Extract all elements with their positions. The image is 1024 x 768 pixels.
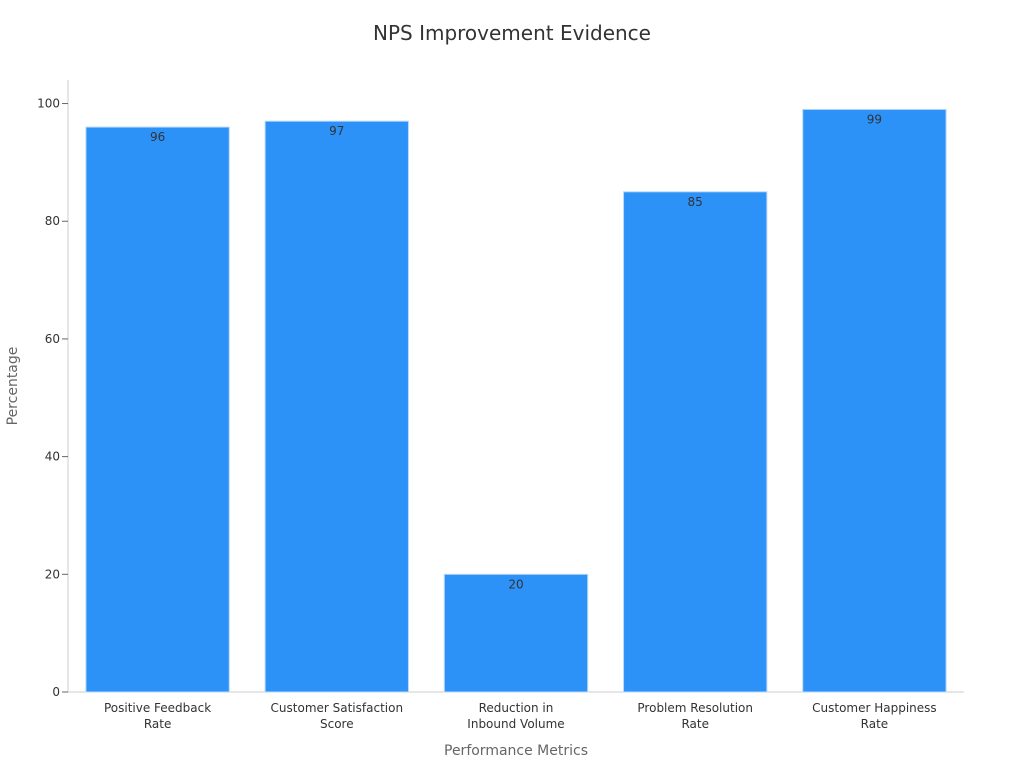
x-tick-label: Problem Resolution Rate — [637, 701, 753, 731]
x-tick-label: Positive Feedback Rate — [104, 701, 211, 731]
data-label: 20 — [508, 577, 523, 591]
data-label: 97 — [329, 124, 344, 138]
bar — [264, 120, 409, 693]
x-axis-title: Performance Metrics — [444, 743, 588, 759]
data-label: 96 — [150, 130, 165, 144]
bar — [443, 573, 589, 693]
y-tick-label: 40 — [45, 450, 60, 464]
y-axis-title: Percentage — [5, 347, 21, 426]
y-tick-label: 80 — [45, 214, 60, 228]
x-tick-label: Customer Satisfaction Score — [271, 701, 404, 731]
x-tick-label: Reduction in Inbound Volume — [467, 701, 564, 731]
y-tick-label: 20 — [45, 567, 60, 581]
data-label: 99 — [867, 112, 882, 126]
y-tick-label: 0 — [52, 685, 60, 699]
chart-title: NPS Improvement Evidence — [373, 21, 651, 45]
y-tick-label: 60 — [45, 332, 60, 346]
data-label: 85 — [688, 195, 703, 209]
bar — [85, 126, 230, 693]
plot-area: 0 20 40 60 80 100 96 Positive Feedback Rate 97 Cus… — [37, 80, 964, 731]
bar — [802, 108, 947, 693]
bar — [623, 191, 768, 693]
x-tick-label: Customer Happiness Rate — [812, 701, 937, 731]
y-tick-label: 100 — [37, 97, 60, 111]
